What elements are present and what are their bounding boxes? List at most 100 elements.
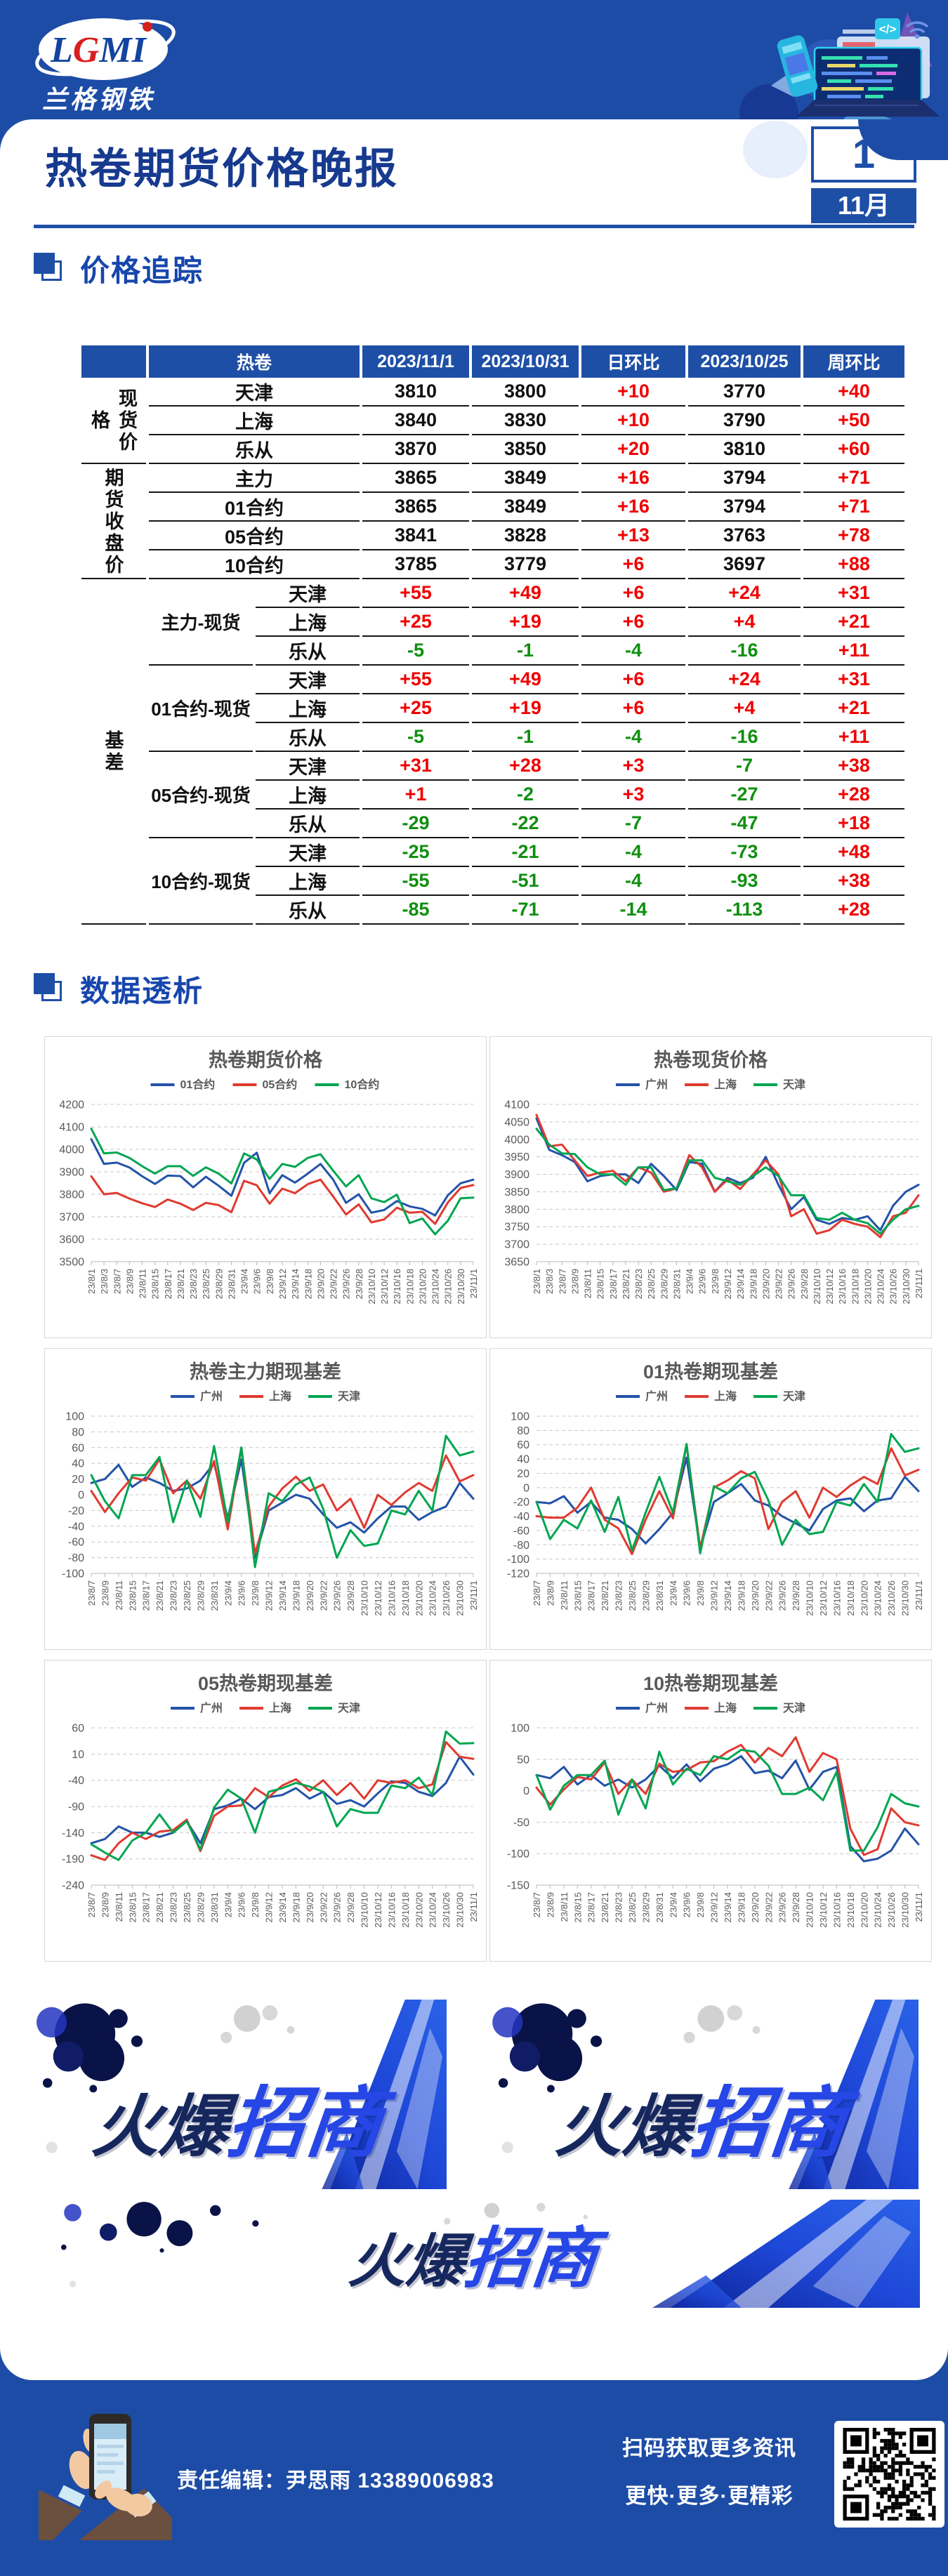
table-cell: 3870 [362,435,470,464]
svg-text:23/9/12: 23/9/12 [264,1580,275,1611]
svg-text:23/10/24: 23/10/24 [876,1269,886,1304]
phone-hands-icon [39,2414,172,2540]
row-label: 乐从 [256,810,360,838]
svg-text:-50: -50 [513,1817,529,1829]
table-cell: 3840 [362,407,470,435]
banner-slogan: 合作一小步 增销一大步 [31,2182,447,2189]
subgroup-label: 10合约-现货 [149,838,253,925]
svg-text:40: 40 [517,1454,529,1466]
table-cell: -7 [688,752,801,781]
svg-text:-40: -40 [68,1521,84,1533]
group-label: 现货价格 [81,378,146,464]
svg-text:10热卷期现基差: 10热卷期现基差 [643,1672,778,1694]
svg-text:23/9/26: 23/9/26 [786,1269,797,1299]
svg-text:23/10/18: 23/10/18 [850,1269,860,1304]
table-cell: +21 [803,694,905,723]
table-cell: -4 [581,867,686,896]
svg-text:23/8/7: 23/8/7 [86,1892,97,1917]
svg-text:23/8/31: 23/8/31 [209,1892,220,1922]
row-label: 天津 [256,752,360,781]
svg-text:3750: 3750 [504,1222,529,1234]
table-cell: -73 [688,838,801,867]
svg-text:23/8/9: 23/8/9 [100,1892,110,1917]
svg-text:23/8/7: 23/8/7 [86,1580,97,1606]
svg-text:3900: 3900 [504,1169,529,1181]
svg-text:80: 80 [517,1425,529,1437]
table-row: 05合约 3841 3828 +13 3763 +78 [81,522,905,550]
svg-text:23/10/30: 23/10/30 [455,1580,466,1616]
svg-text:23/9/26: 23/9/26 [341,1269,352,1299]
svg-text:23/8/23: 23/8/23 [169,1892,179,1922]
row-label: 天津 [149,378,360,407]
svg-text:23/8/23: 23/8/23 [614,1580,624,1611]
svg-text:05热卷期现基差: 05热卷期现基差 [198,1672,333,1694]
chart-05-basis: 05热卷期现基差 广州 上海 天津 60 10 -40 -90 -140 -190 -240 23/8… [44,1660,487,1962]
svg-text:23/8/15: 23/8/15 [150,1269,161,1299]
svg-text:10: 10 [72,1749,84,1761]
svg-text:23/8/21: 23/8/21 [154,1580,165,1611]
svg-text:23/10/20: 23/10/20 [414,1892,424,1928]
banner-slogan: 合作一小步 增销一大步 [486,2182,919,2189]
svg-text:23/8/25: 23/8/25 [182,1892,192,1922]
svg-text:23/8/11: 23/8/11 [559,1580,570,1610]
svg-text:23/9/26: 23/9/26 [332,1892,343,1922]
svg-text:23/8/9: 23/8/9 [124,1269,135,1294]
svg-text:-240: -240 [62,1880,84,1892]
svg-text:3850: 3850 [504,1187,529,1198]
svg-text:0: 0 [523,1785,529,1797]
svg-text:20: 20 [517,1468,529,1480]
svg-text:23/10/30: 23/10/30 [901,1269,911,1304]
price-table: 热卷 2023/11/1 2023/10/31 日环比 2023/10/25 周环比 现货价… [79,345,907,925]
table-cell: 3794 [688,464,801,493]
svg-text:23/9/6: 23/9/6 [682,1892,692,1917]
svg-text:23/9/28: 23/9/28 [791,1892,801,1922]
table-cell: -1 [472,637,579,666]
decor-circle [743,121,808,178]
table-cell: -21 [472,838,579,867]
table-row: 上海 3840 3830 +10 3790 +50 [81,407,905,435]
table-row: 上海 -55 -51 -4 -93 +38 [81,867,905,896]
svg-text:23/9/18: 23/9/18 [736,1580,746,1611]
svg-text:23/10/18: 23/10/18 [400,1580,411,1616]
table-cell: +28 [803,781,905,810]
svg-text:23/8/17: 23/8/17 [141,1892,152,1922]
table-cell: -47 [688,810,801,838]
subgroup-label: 01合约-现货 [149,666,253,752]
svg-text:23/10/12: 23/10/12 [818,1580,829,1616]
banner-word-1: 火爆 [88,2089,232,2165]
date-month: 11月 [811,188,916,223]
svg-text:23/9/4: 23/9/4 [685,1269,695,1294]
table-cell: 3810 [688,435,801,464]
table-cell: +11 [803,637,905,666]
svg-text:23/9/20: 23/9/20 [305,1580,315,1611]
svg-text:23/11/1: 23/11/1 [914,1269,924,1298]
table-cell: -14 [581,896,686,925]
svg-text:23/9/12: 23/9/12 [277,1269,288,1299]
svg-text:广州: 广州 [645,1389,668,1403]
svg-text:23/8/17: 23/8/17 [141,1580,152,1611]
banner-slogan: 合作一小步 增销一大步 [28,2302,920,2308]
svg-text:23/9/28: 23/9/28 [345,1892,356,1922]
row-label: 上海 [256,694,360,723]
svg-text:23/9/6: 23/9/6 [237,1892,247,1917]
table-cell: -27 [688,781,801,810]
svg-text:23/8/29: 23/8/29 [213,1269,224,1299]
svg-text:100: 100 [511,1411,529,1423]
svg-text:23/11/1: 23/11/1 [914,1892,924,1922]
svg-text:4100: 4100 [59,1122,84,1134]
svg-text:23/9/14: 23/9/14 [277,1580,288,1611]
svg-text:23/8/31: 23/8/31 [654,1892,665,1922]
svg-text:23/8/11: 23/8/11 [138,1269,148,1298]
table-cell: -4 [581,637,686,666]
svg-text:23/9/18: 23/9/18 [736,1892,746,1922]
table-cell: +55 [362,579,470,608]
table-row: 乐从 -5 -1 -4 -16 +11 [81,637,905,666]
table-cell: 3865 [362,464,470,493]
svg-text:23/10/16: 23/10/16 [386,1892,397,1928]
svg-text:10合约: 10合约 [345,1078,380,1091]
table-cell: -25 [362,838,470,867]
promo-banner-wide: 火爆招商 合作一小步 增销一大步 [28,2200,920,2308]
svg-text:-140: -140 [62,1828,84,1839]
row-label: 上海 [256,781,360,810]
table-cell: -113 [688,896,801,925]
